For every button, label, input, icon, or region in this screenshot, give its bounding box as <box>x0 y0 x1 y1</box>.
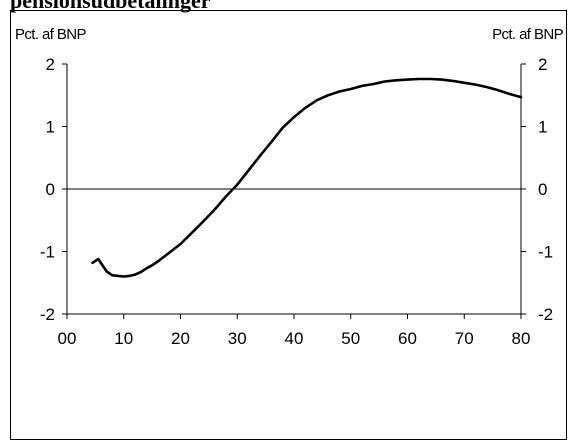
x-tick-label: 80 <box>512 329 531 348</box>
y-tick-label-left: -2 <box>40 305 55 324</box>
chart-title: pensionsudbetalinger <box>10 0 211 13</box>
x-tick-label: 20 <box>171 329 190 348</box>
plot-area: 2 21 10 0-1 -1-2 -200 10 20 30 40 50 60 70 80 <box>40 55 553 348</box>
x-tick-label: 30 <box>228 329 247 348</box>
y-tick-label-right: 0 <box>538 180 547 199</box>
y-tick-label-right: -2 <box>538 305 553 324</box>
y-tick-label-right: -1 <box>538 243 553 262</box>
y-tick-label-left: -1 <box>40 243 55 262</box>
y-tick-label-left: 0 <box>46 180 55 199</box>
x-tick-label: 40 <box>285 329 304 348</box>
x-tick-label: 00 <box>58 329 77 348</box>
x-tick-label: 10 <box>114 329 133 348</box>
line-chart: Pct. af BNP Pct. af BNP 2 21 10 0-1 -1-2 -200… <box>15 26 564 348</box>
y-axis-label-left: Pct. af BNP <box>15 26 87 43</box>
y-axis-label-right: Pct. af BNP <box>492 26 564 43</box>
series-line <box>91 77 523 278</box>
y-tick-label-left: 1 <box>46 118 55 137</box>
y-tick-label-right: 1 <box>538 118 547 137</box>
y-tick-label-left: 2 <box>46 55 55 74</box>
x-tick-label: 50 <box>341 329 360 348</box>
x-tick-label: 60 <box>398 329 417 348</box>
x-tick-label: 70 <box>455 329 474 348</box>
chart-frame: Pct. af BNP Pct. af BNP 2 2 1 1 0 0 -1 -1 -2 -2 00… <box>10 10 567 440</box>
y-tick-label-right: 2 <box>538 55 547 74</box>
